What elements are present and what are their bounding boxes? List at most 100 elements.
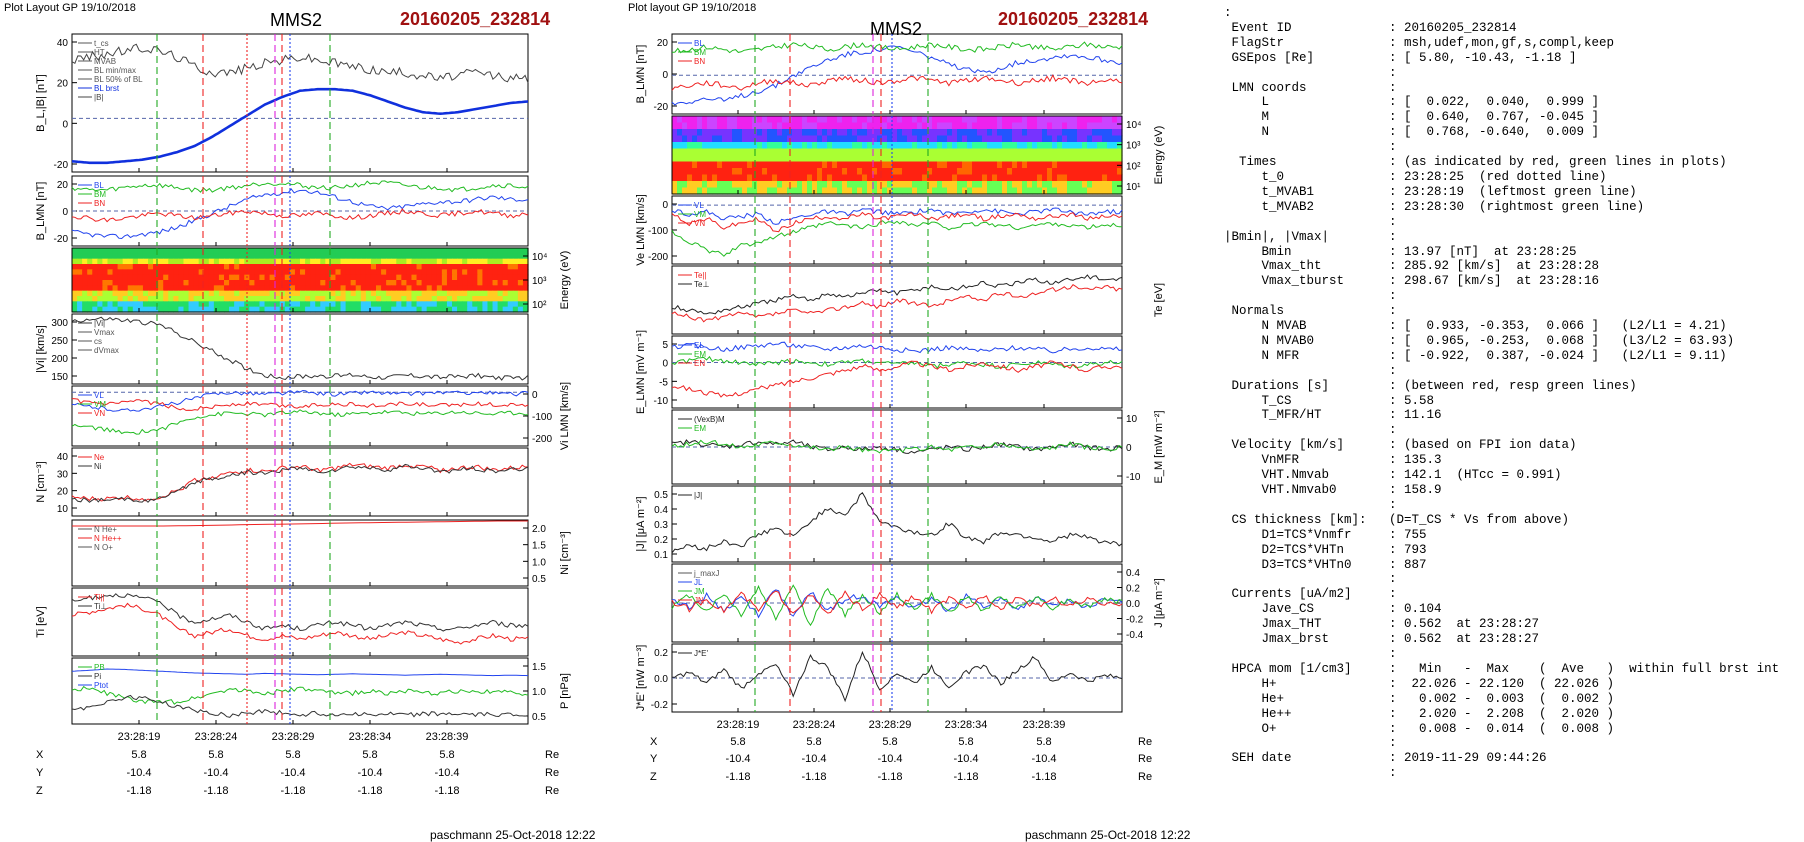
- spectrogram-cell: [279, 248, 286, 254]
- ephemeris-value: 5.8: [730, 736, 745, 748]
- spectrogram-cell: [244, 248, 250, 254]
- spectrogram-cell: [847, 174, 853, 182]
- spectrogram-cell: [360, 285, 367, 292]
- spectrogram-cell: [807, 161, 813, 169]
- spectrogram-cell: [193, 301, 200, 308]
- spectrogram-cell: [982, 161, 988, 169]
- spectrogram-cell: [1087, 161, 1093, 169]
- spectrogram-cell: [183, 306, 190, 313]
- spectrogram-cell: [310, 301, 316, 308]
- y-tick-label: -100: [648, 226, 668, 237]
- spectrogram-cell: [877, 148, 883, 156]
- spectrogram-cell: [727, 142, 733, 150]
- spectrogram-cell: [203, 296, 210, 302]
- spectrogram-cell: [797, 122, 803, 130]
- spectrogram-cell: [492, 301, 499, 308]
- spectrogram-cell: [97, 306, 103, 313]
- spectrogram-cell: [229, 280, 235, 286]
- y-tick-label: 20: [57, 487, 69, 498]
- y-axis-label: |J| [μA m⁻²]: [635, 496, 647, 551]
- spectrogram-cell: [947, 187, 953, 195]
- spectrogram-cell: [325, 290, 331, 297]
- spectrogram-cell: [148, 258, 154, 265]
- summary-line: M : [ 0.640, 0.767, -0.045 ]: [1261, 110, 1600, 125]
- legend-entry: BM: [94, 190, 106, 199]
- spectrogram-cell: [300, 258, 306, 265]
- spectrogram-cell: [224, 280, 230, 286]
- series-line-jm: [671, 584, 1123, 627]
- spectrogram-cell: [877, 181, 883, 189]
- spectrogram-cell: [767, 155, 773, 163]
- spectrogram-cell: [284, 253, 291, 260]
- spectrogram-cell: [1072, 135, 1078, 143]
- spectrogram-cell: [697, 142, 703, 150]
- spectrogram-cell: [264, 269, 271, 276]
- spectrogram-cell: [472, 274, 478, 281]
- spectrogram-cell: [178, 280, 185, 286]
- spectrogram-cell: [1012, 161, 1018, 169]
- spectrogram-cell: [917, 122, 923, 130]
- spectrogram-cell: [315, 258, 321, 265]
- spectrogram-cell: [717, 129, 723, 137]
- spectrogram-cell: [345, 306, 352, 313]
- spectrogram-cell: [927, 135, 933, 143]
- spectrogram-cell: [173, 264, 179, 270]
- spectrogram-cell: [512, 248, 519, 254]
- spectrogram-cell: [239, 285, 245, 292]
- spectrogram-cell: [208, 290, 215, 297]
- spectrogram-cell: [416, 285, 423, 292]
- spectrogram-cell: [507, 258, 514, 265]
- spectrogram-cell: [107, 306, 114, 313]
- spectrogram-cell: [687, 161, 693, 169]
- event-summary-text: : Event ID : 20160205_232814 FlagStr : m…: [1224, 6, 1779, 781]
- spectrogram-cell: [153, 248, 159, 254]
- spectrogram-cell: [822, 129, 828, 137]
- spectrogram-cell: [325, 306, 331, 313]
- legend-entry: Ptot: [94, 681, 109, 690]
- spectrogram-cell: [992, 161, 998, 169]
- spectrogram-cell: [340, 253, 347, 260]
- spectrogram-cell: [737, 155, 743, 163]
- spectrogram-cell: [887, 122, 893, 130]
- spectrogram-cell: [742, 129, 748, 137]
- spectrogram-cell: [239, 253, 245, 260]
- spectrogram-cell: [441, 290, 448, 297]
- summary-line: D1=TCS*Vnmfr : 755: [1261, 527, 1427, 542]
- spectrogram-cell: [502, 306, 509, 313]
- spectrogram-cell: [1082, 168, 1088, 176]
- spectrogram-cell: [1037, 187, 1043, 195]
- spectrogram-cell: [386, 274, 392, 281]
- spectrogram-cell: [957, 187, 963, 195]
- spectrogram-cell: [512, 306, 519, 313]
- spectrogram-cell: [762, 155, 768, 163]
- spectrogram-cell: [1072, 174, 1078, 182]
- spectrogram-cell: [264, 285, 271, 292]
- spectrogram-cell: [732, 142, 738, 150]
- series-line-n-he-: [72, 520, 528, 527]
- spectrogram-cell: [757, 142, 763, 150]
- ephemeris-value: -1.18: [126, 785, 151, 797]
- spectrogram-cell: [436, 269, 443, 276]
- spectrogram-cell: [234, 253, 240, 260]
- spectrogram-cell: [208, 248, 215, 254]
- spectrogram-cell: [305, 285, 311, 292]
- spectrogram-cell: [457, 296, 463, 302]
- spectrogram-cell: [917, 142, 923, 150]
- spectrogram-cell: [274, 269, 281, 276]
- spectrogram-cell: [892, 174, 898, 182]
- spectrogram-cell: [127, 306, 134, 313]
- spectrogram-cell: [932, 174, 938, 182]
- summary-line: L : [ 0.022, 0.040, 0.999 ]: [1261, 95, 1600, 110]
- spectrogram-cell: [1022, 181, 1028, 189]
- spectrogram-cell: [1017, 116, 1023, 124]
- spectrogram-cell: [406, 296, 413, 302]
- spectrogram-cell: [411, 285, 418, 292]
- spectrogram-cell: [224, 301, 230, 308]
- spectrogram-cell: [421, 248, 428, 254]
- spectrogram-cell: [522, 285, 529, 292]
- spectrogram-cell: [867, 116, 873, 124]
- spectrogram-cell: [1032, 181, 1038, 189]
- spectrogram-cell: [335, 296, 342, 302]
- spectrogram-cell: [517, 264, 524, 270]
- spectrogram-cell: [1077, 129, 1083, 137]
